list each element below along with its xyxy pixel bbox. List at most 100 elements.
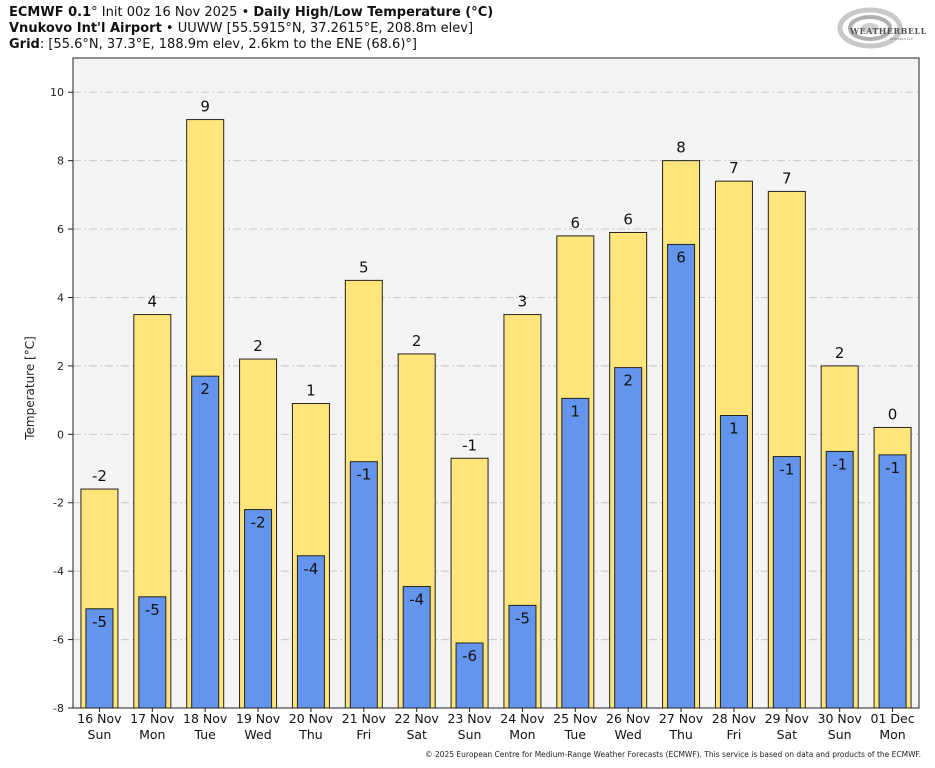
low-bar (455, 642, 484, 709)
low-value-label: 2 (623, 372, 633, 390)
x-tick-date: 25 Nov (553, 711, 598, 726)
low-bar (878, 454, 907, 709)
high-value-label: 0 (888, 405, 898, 423)
high-value-label: 4 (148, 293, 158, 311)
x-tick-date: 27 Nov (659, 711, 704, 726)
low-bar (191, 375, 220, 709)
x-tick-date: 28 Nov (712, 711, 757, 726)
grid-line: Grid: [55.6°N, 37.3°E, 188.9m elev, 2.6k… (9, 37, 417, 53)
y-tick-label: -2 (53, 497, 64, 510)
x-tick-weekday: Sun (88, 727, 112, 742)
x-tick-date: 16 Nov (77, 711, 122, 726)
logo-subtext: Analytics LLC (890, 37, 914, 41)
station-name: Vnukovo Int'l Airport (9, 21, 162, 36)
station-line: Vnukovo Int'l Airport • UUWW [55.5915°N,… (9, 21, 473, 37)
station-info: • UUWW [55.5915°N, 37.2615°E, 208.8m ele… (161, 21, 474, 36)
weatherbell-logo: WEATHERBELL Analytics LLC (832, 4, 926, 52)
y-tick-label: 8 (57, 155, 64, 168)
low-bar (825, 450, 854, 709)
low-bar (561, 397, 590, 709)
low-bar (772, 456, 801, 709)
x-tick-date: 17 Nov (130, 711, 175, 726)
high-value-label: -2 (92, 467, 107, 485)
plot-frame (72, 57, 920, 709)
y-tick-label: -6 (53, 634, 64, 647)
low-bar (402, 586, 431, 709)
low-bar (719, 415, 748, 709)
chart-title-line: ECMWF 0.1° Init 00z 16 Nov 2025 • Daily … (9, 5, 493, 21)
high-value-label: 8 (676, 139, 686, 157)
x-tick-weekday: Fri (726, 727, 741, 742)
low-value-label: 2 (200, 380, 210, 398)
x-tick-weekday: Tue (194, 727, 217, 742)
x-tick-date: 18 Nov (183, 711, 228, 726)
low-value-label: -1 (356, 466, 371, 484)
y-tick-label: 4 (57, 291, 64, 304)
x-tick-date: 20 Nov (289, 711, 334, 726)
bar-labels: -2 -5 4 -5 9 2 2 -2 1 -4 5 -1 2 -4 -1 -6 3 -5 6 1 6 2 8 6 7 1 7 -1 2… (92, 98, 900, 665)
high-value-label: 7 (782, 169, 792, 187)
high-value-label: 3 (518, 293, 528, 311)
high-value-label: 2 (412, 332, 422, 350)
x-tick-weekday: Sat (777, 727, 798, 742)
logo-text: WEATHERBELL (850, 26, 927, 36)
low-bar (296, 555, 325, 709)
low-value-label: -5 (515, 609, 530, 627)
x-tick-date: 19 Nov (236, 711, 281, 726)
high-value-label: 5 (359, 258, 369, 276)
x-tick-weekday: Fri (356, 727, 371, 742)
low-value-label: -5 (92, 613, 107, 631)
grid-label: Grid (9, 37, 40, 52)
low-value-label: -1 (885, 459, 900, 477)
high-value-label: 2 (253, 337, 263, 355)
x-tick-date: 29 Nov (765, 711, 810, 726)
low-bar (244, 509, 273, 709)
low-value-label: -4 (303, 560, 318, 578)
y-tick-label: 0 (57, 428, 64, 441)
x-tick-weekday: Tue (564, 727, 587, 742)
low-value-label: 6 (676, 248, 686, 266)
low-bar (614, 367, 643, 709)
high-value-label: 6 (571, 214, 581, 232)
x-tick-weekday: Mon (139, 727, 165, 742)
y-tick-label: 2 (57, 360, 64, 373)
x-tick-date: 22 Nov (395, 711, 440, 726)
low-value-label: -5 (145, 601, 160, 619)
model-name: ECMWF 0.1 (9, 5, 92, 20)
low-value-label: -1 (832, 455, 847, 473)
x-tick-weekday: Mon (509, 727, 535, 742)
y-tick-label: -8 (53, 702, 64, 715)
y-tick-label: 10 (50, 86, 64, 99)
low-value-label: -1 (779, 461, 794, 479)
y-tick-label: -4 (53, 565, 64, 578)
x-tick-date: 24 Nov (500, 711, 545, 726)
y-axis-label: Temperature [°C] (23, 336, 37, 441)
x-tick-weekday: Wed (244, 727, 271, 742)
high-value-label: 2 (835, 344, 845, 362)
high-value-label: -1 (462, 436, 477, 454)
x-tick-weekday: Sat (406, 727, 427, 742)
low-value-label: -6 (462, 647, 477, 665)
low-value-label: 1 (729, 420, 739, 438)
grid-info: : [55.6°N, 37.3°E, 188.9m elev, 2.6km to… (39, 37, 417, 52)
low-value-label: -2 (251, 514, 266, 532)
high-value-label: 7 (729, 159, 739, 177)
high-value-label: 9 (200, 98, 210, 116)
init-time: ° Init 00z 16 Nov 2025 • (91, 5, 254, 20)
x-tick-date: 26 Nov (606, 711, 651, 726)
low-value-label: 1 (571, 402, 581, 420)
high-value-label: 6 (623, 210, 633, 228)
x-tick-date: 23 Nov (447, 711, 492, 726)
x-tick-weekday: Thu (298, 727, 322, 742)
low-bar (85, 608, 114, 709)
copyright-text: © 2025 European Centre for Medium-Range … (425, 750, 921, 759)
bars (80, 119, 912, 709)
x-tick-date: 21 Nov (342, 711, 387, 726)
x-tick-date: 01 Dec (871, 711, 915, 726)
high-value-label: 1 (306, 382, 316, 400)
x-tick-weekday: Thu (668, 727, 692, 742)
low-bar (667, 243, 696, 709)
x-tick-weekday: Sun (458, 727, 482, 742)
y-tick-label: 6 (57, 223, 64, 236)
